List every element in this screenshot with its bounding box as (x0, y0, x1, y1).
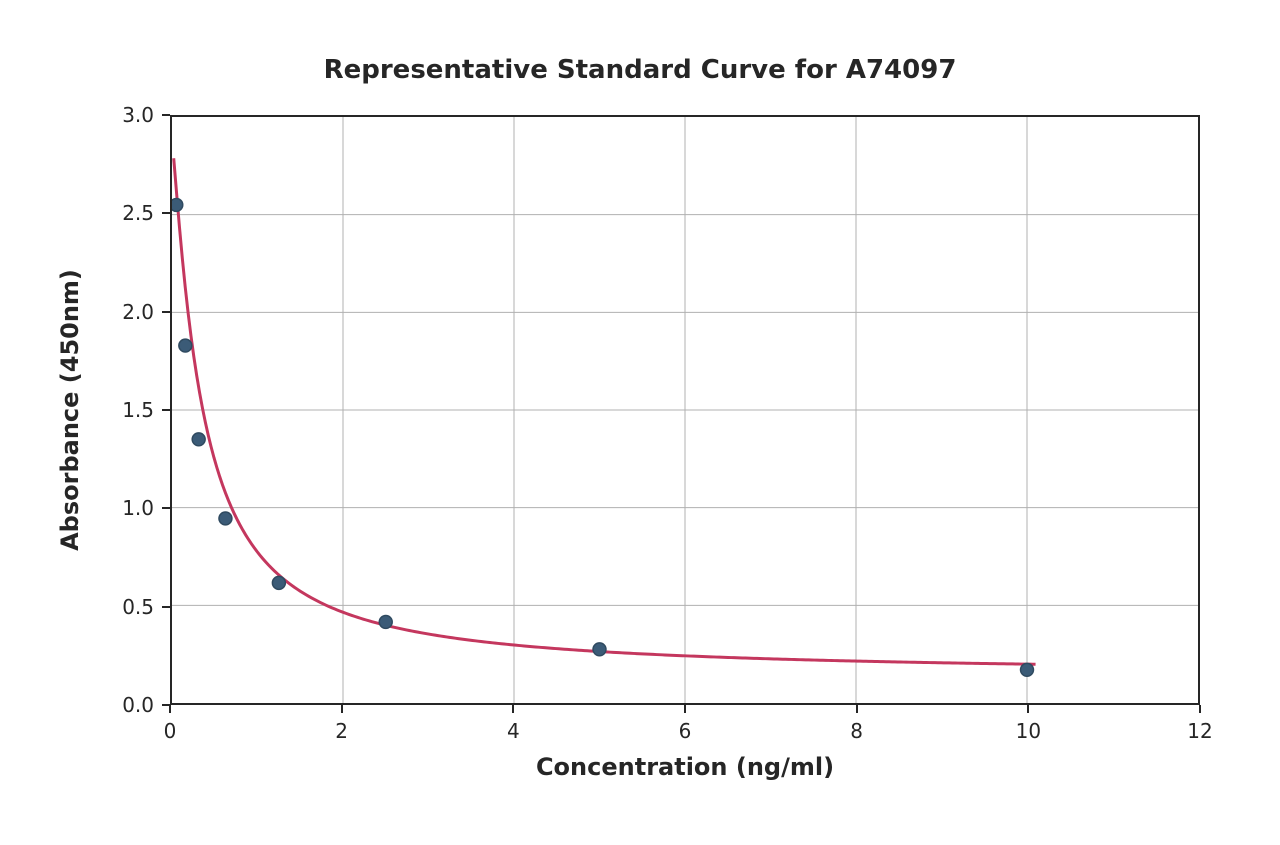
y-tick-mark (162, 409, 170, 411)
x-tick-label: 0 (164, 719, 177, 743)
y-tick-mark (162, 114, 170, 116)
y-tick-mark (162, 704, 170, 706)
x-tick-mark (169, 705, 171, 713)
figure: Representative Standard Curve for A74097… (0, 0, 1280, 845)
x-tick-mark (512, 705, 514, 713)
x-tick-label: 12 (1187, 719, 1212, 743)
x-tick-mark (684, 705, 686, 713)
y-tick-mark (162, 507, 170, 509)
y-axis-label: Absorbance (450nm) (56, 269, 84, 551)
x-axis-label: Concentration (ng/ml) (170, 753, 1200, 781)
y-tick-mark (162, 311, 170, 313)
x-tick-label: 2 (335, 719, 348, 743)
chart-title: Representative Standard Curve for A74097 (0, 55, 1280, 85)
x-tick-label: 8 (850, 719, 863, 743)
x-tick-mark (341, 705, 343, 713)
x-tick-mark (1027, 705, 1029, 713)
fitted-curve (174, 158, 1036, 664)
x-tick-label: 10 (1016, 719, 1041, 743)
x-tick-label: 6 (679, 719, 692, 743)
y-tick-mark (162, 212, 170, 214)
y-tick-mark (162, 606, 170, 608)
x-tick-mark (1199, 705, 1201, 713)
scatter-points (172, 198, 1033, 676)
plot-svg (172, 117, 1198, 703)
x-tick-mark (856, 705, 858, 713)
plot-area (170, 115, 1200, 705)
x-tick-label: 4 (507, 719, 520, 743)
gridlines (172, 117, 1198, 703)
